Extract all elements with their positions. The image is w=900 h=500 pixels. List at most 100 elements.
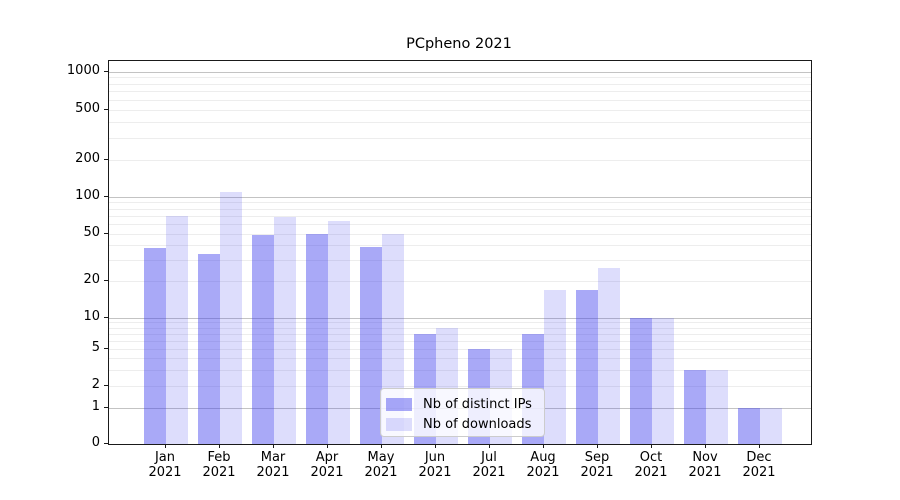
x-tick-year: 2021	[256, 465, 290, 480]
x-tick-mark-jan	[165, 444, 166, 448]
x-tick-mark-feb	[219, 444, 220, 448]
gridline-minor-60	[109, 224, 811, 226]
x-tick-year: 2021	[202, 465, 236, 480]
y-tick-label-100: 100	[75, 187, 100, 203]
y-tick-label-200: 200	[75, 151, 100, 166]
x-tick-month: Oct	[639, 450, 663, 465]
bar-downloads-dec	[760, 407, 782, 444]
gridline-minor-70	[109, 215, 811, 217]
y-tick-mark-2	[104, 385, 108, 386]
x-tick-year: 2021	[418, 465, 452, 480]
gridline-minor-8	[109, 327, 811, 329]
bar-ips-mar	[252, 235, 274, 444]
x-tick-month: Jan	[154, 450, 176, 465]
gridline-minor-300	[109, 137, 811, 139]
x-tick-label-nov: Nov 2021	[678, 450, 732, 480]
gridline-minor-900	[109, 77, 811, 79]
bar-ips-may	[360, 246, 382, 444]
x-tick-year: 2021	[634, 465, 668, 480]
bar-ips-apr	[306, 234, 328, 444]
x-tick-year: 2021	[688, 465, 722, 480]
legend-item-downloads: Nb of downloads	[386, 415, 544, 433]
y-tick-mark-500	[104, 108, 108, 110]
x-tick-label-apr: Apr 2021	[300, 450, 354, 480]
bar-downloads-mar	[274, 217, 296, 444]
x-tick-year: 2021	[472, 465, 506, 480]
x-tick-mark-nov	[705, 444, 706, 448]
x-tick-mark-sep	[597, 444, 598, 448]
gridline-major-100	[109, 196, 811, 198]
gridline-minor-50	[109, 234, 811, 235]
legend-swatch-downloads	[386, 417, 412, 431]
bar-downloads-feb	[220, 192, 242, 444]
y-tick-label-10: 10	[83, 308, 100, 324]
gridline-minor-700	[109, 91, 811, 93]
gridline-minor-200	[109, 160, 811, 161]
y-tick-mark-10	[104, 316, 108, 318]
legend-swatch-distinct-ips	[386, 397, 412, 411]
y-tick-label-1: 1	[91, 398, 100, 414]
x-tick-month: Aug	[530, 450, 556, 465]
x-tick-label-mar: Mar 2021	[246, 450, 300, 480]
x-tick-mark-jul	[489, 444, 490, 448]
x-tick-month: Jul	[481, 450, 497, 465]
y-tick-label-0: 0	[91, 435, 100, 450]
bar-downloads-oct	[652, 317, 674, 444]
x-tick-month: Mar	[260, 450, 286, 465]
y-tick-label-2: 2	[91, 377, 100, 392]
bar-downloads-aug	[544, 289, 566, 444]
y-tick-label-500: 500	[75, 100, 100, 116]
y-tick-label-20: 20	[83, 272, 100, 287]
gridline-minor-600	[109, 99, 811, 101]
gridline-major-1000	[109, 71, 811, 73]
x-tick-year: 2021	[148, 465, 182, 480]
x-tick-year: 2021	[310, 465, 344, 480]
x-tick-month: Sep	[584, 450, 610, 465]
plot-area: Nb of distinct IPs Nb of downloads	[108, 60, 812, 445]
bar-downloads-apr	[328, 221, 350, 444]
x-tick-label-feb: Feb 2021	[192, 450, 246, 480]
gridline-minor-2	[109, 386, 811, 387]
gridline-minor-4	[109, 358, 811, 359]
y-tick-mark-50	[104, 233, 108, 234]
y-tick-mark-200	[104, 159, 108, 160]
gridline-minor-80	[109, 208, 811, 210]
gridline-major-10	[109, 317, 811, 319]
gridline-minor-3	[109, 369, 811, 371]
legend-item-distinct-ips: Nb of distinct IPs	[386, 395, 544, 413]
x-tick-label-dec: Dec 2021	[732, 450, 786, 480]
x-tick-mark-aug	[543, 444, 544, 448]
bar-ips-oct	[630, 317, 652, 444]
gridline-minor-800	[109, 83, 811, 85]
y-tick-label-50: 50	[83, 225, 100, 240]
x-tick-mark-mar	[273, 444, 274, 448]
y-tick-mark-20	[104, 280, 108, 281]
x-tick-month: Apr	[315, 450, 339, 465]
x-tick-label-aug: Aug 2021	[516, 450, 570, 480]
y-tick-label-1000: 1000	[66, 62, 100, 78]
bar-ips-nov	[684, 369, 706, 444]
x-tick-label-jun: Jun 2021	[408, 450, 462, 480]
gridline-minor-400	[109, 121, 811, 123]
gridline-minor-9	[109, 322, 811, 324]
x-tick-year: 2021	[580, 465, 614, 480]
gridline-minor-6	[109, 340, 811, 342]
bar-downloads-jan	[166, 215, 188, 444]
y-tick-mark-1000	[104, 70, 108, 72]
y-tick-mark-1	[104, 406, 108, 408]
x-tick-mark-dec	[759, 444, 760, 448]
gridline-minor-7	[109, 333, 811, 335]
x-tick-year: 2021	[364, 465, 398, 480]
x-tick-year: 2021	[742, 465, 776, 480]
gridline-minor-40	[109, 245, 811, 247]
bar-ips-dec	[738, 407, 760, 444]
gridline-minor-30	[109, 260, 811, 262]
x-tick-mark-jun	[435, 444, 436, 448]
x-tick-month: Feb	[207, 450, 231, 465]
x-tick-month: Jun	[424, 450, 446, 465]
x-tick-label-may: May 2021	[354, 450, 408, 480]
x-tick-mark-apr	[327, 444, 328, 448]
bar-ips-jan	[144, 248, 166, 444]
bar-ips-feb	[198, 253, 220, 444]
